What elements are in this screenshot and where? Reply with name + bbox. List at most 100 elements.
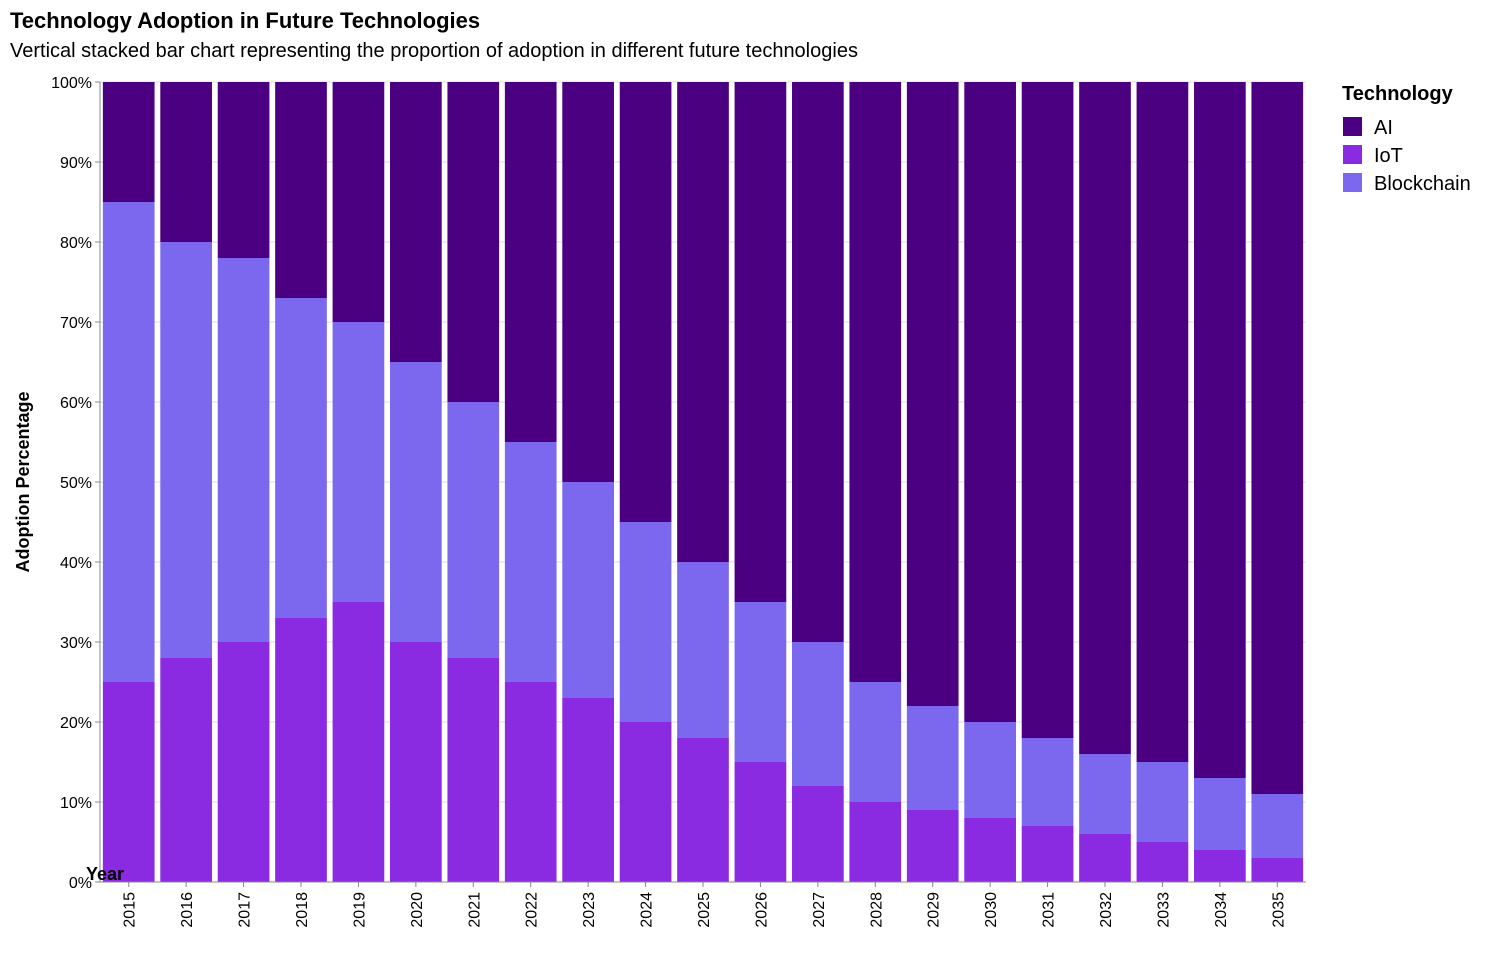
- x-tick-label: 2029: [926, 892, 943, 928]
- bar-iot-2025: [677, 738, 729, 882]
- y-tick-label: 20%: [60, 715, 92, 732]
- bar-iot-2023: [562, 698, 614, 882]
- bar-blockchain-2029: [906, 706, 959, 810]
- bar-ai-2034: [1194, 82, 1246, 778]
- bar-blockchain-2030: [964, 722, 1016, 818]
- legend-swatch-blockchain: [1343, 173, 1362, 192]
- bar-blockchain-2027: [792, 642, 844, 786]
- chart-subtitle: Vertical stacked bar chart representing …: [10, 40, 858, 62]
- bar-ai-2029: [906, 82, 959, 706]
- x-tick-label: 2030: [983, 892, 1000, 928]
- bar-ai-2031: [1021, 82, 1074, 738]
- x-tick-label: 2035: [1270, 892, 1287, 928]
- bar-iot-2024: [619, 722, 672, 882]
- bar-ai-2023: [562, 82, 614, 482]
- legend-title: Technology: [1342, 83, 1454, 105]
- bar-ai-2020: [390, 82, 442, 362]
- y-tick-label: 90%: [60, 155, 92, 172]
- bar-blockchain-2035: [1251, 794, 1304, 858]
- legend-swatch-ai: [1343, 117, 1362, 136]
- axes: 0% 10% 20% 30% 40% 50% 60% 70% 80% 90% 100% 2015 201…: [51, 75, 1306, 928]
- bar-iot-2029: [906, 810, 959, 882]
- y-tick-label: 80%: [60, 235, 92, 252]
- bar-blockchain-2019: [332, 322, 385, 602]
- bar-ai-2032: [1079, 82, 1131, 754]
- bar-iot-2017: [217, 642, 270, 882]
- x-tick-label: 2028: [868, 892, 885, 928]
- bar-iot-2027: [792, 786, 844, 882]
- bar-ai-2027: [792, 82, 844, 642]
- y-tick-label: 60%: [60, 395, 92, 412]
- bar-blockchain-2033: [1136, 762, 1189, 842]
- bar-ai-2035: [1251, 82, 1304, 794]
- x-tick-label: 2031: [1041, 892, 1058, 928]
- x-tick-label: 2022: [524, 892, 541, 928]
- bar-iot-2035: [1251, 858, 1304, 882]
- bar-blockchain-2025: [677, 562, 729, 738]
- bar-blockchain-2018: [275, 298, 327, 618]
- x-tick-label: 2026: [753, 892, 770, 928]
- x-tick-label: 2025: [696, 892, 713, 928]
- bar-ai-2024: [619, 82, 672, 522]
- bar-iot-2015: [102, 682, 155, 882]
- bar-blockchain-2022: [504, 442, 557, 682]
- x-tick-label: 2018: [294, 892, 311, 928]
- bar-iot-2021: [447, 658, 500, 882]
- x-tick-label: 2033: [1155, 892, 1172, 928]
- bar-blockchain-2028: [849, 682, 902, 802]
- legend-label-blockchain: Blockchain: [1374, 173, 1471, 195]
- bar-blockchain-2016: [160, 242, 212, 658]
- bar-iot-2022: [504, 682, 557, 882]
- bar-iot-2026: [734, 762, 787, 882]
- y-tick-label: 100%: [51, 75, 92, 92]
- bar-ai-2018: [275, 82, 327, 298]
- bar-ai-2016: [160, 82, 212, 242]
- bar-ai-2033: [1136, 82, 1189, 762]
- bar-ai-2015: [102, 82, 155, 202]
- bar-iot-2019: [332, 602, 385, 882]
- bar-blockchain-2017: [217, 258, 270, 642]
- bar-ai-2021: [447, 82, 500, 402]
- x-tick-label: 2034: [1213, 892, 1230, 928]
- x-tick-label: 2023: [581, 892, 598, 928]
- bar-ai-2019: [332, 82, 385, 322]
- x-axis-title: Year: [86, 864, 124, 884]
- x-tick-label: 2015: [122, 892, 139, 928]
- bar-iot-2028: [849, 802, 902, 882]
- x-tick-label: 2017: [237, 892, 254, 928]
- y-tick-label: 70%: [60, 315, 92, 332]
- bar-iot-2020: [390, 642, 442, 882]
- x-tick-label: 2016: [179, 892, 196, 928]
- bar-blockchain-2023: [562, 482, 614, 698]
- legend-label-iot: IoT: [1374, 145, 1403, 167]
- x-tick-label: 2020: [409, 892, 426, 928]
- legend-label-ai: AI: [1374, 117, 1393, 139]
- bar-blockchain-2034: [1194, 778, 1246, 850]
- bars: [102, 82, 1304, 882]
- y-tick-label: 0%: [69, 875, 92, 892]
- bar-blockchain-2015: [102, 202, 155, 682]
- bar-ai-2022: [504, 82, 557, 442]
- bar-iot-2030: [964, 818, 1016, 882]
- chart-title: Technology Adoption in Future Technologi…: [10, 8, 481, 33]
- x-tick-label: 2027: [811, 892, 828, 928]
- bar-ai-2017: [217, 82, 270, 258]
- bar-blockchain-2020: [390, 362, 442, 642]
- bar-blockchain-2024: [619, 522, 672, 722]
- bar-ai-2026: [734, 82, 787, 602]
- bar-iot-2033: [1136, 842, 1189, 882]
- y-tick-label: 40%: [60, 555, 92, 572]
- bar-blockchain-2026: [734, 602, 787, 762]
- bar-blockchain-2031: [1021, 738, 1074, 826]
- legend: Technology AI IoT Blockchain: [1342, 83, 1471, 195]
- bar-iot-2032: [1079, 834, 1131, 882]
- bar-blockchain-2021: [447, 402, 500, 658]
- bar-ai-2028: [849, 82, 902, 682]
- legend-swatch-iot: [1343, 145, 1362, 164]
- x-tick-label: 2019: [351, 892, 368, 928]
- bar-blockchain-2032: [1079, 754, 1131, 834]
- bar-iot-2031: [1021, 826, 1074, 882]
- x-tick-label: 2032: [1098, 892, 1115, 928]
